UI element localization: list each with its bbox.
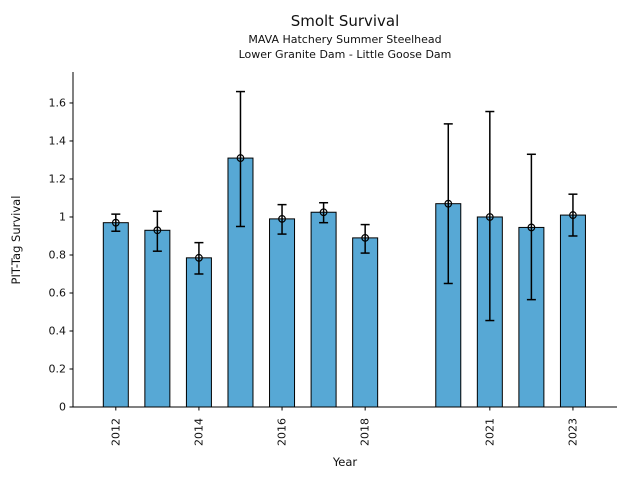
x-tick-label-2018: 2018 (359, 418, 372, 446)
x-tick-label-2021: 2021 (483, 418, 496, 446)
open-circle-marker-2021 (485, 213, 494, 221)
y-tick-label-1.4: 1.4 (49, 134, 67, 147)
y-tick-label-0.4: 0.4 (49, 325, 67, 338)
y-tick-label-1.2: 1.2 (49, 172, 67, 185)
bar-2016 (269, 218, 296, 408)
open-circle-marker-2012 (111, 218, 120, 227)
open-circle-marker-2013 (153, 226, 162, 235)
y-tick-label-1: 1 (59, 211, 66, 224)
y-tick-label-0.2: 0.2 (49, 363, 67, 376)
y-tick-label-0: 0 (59, 401, 66, 414)
x-tick-label-2014: 2014 (192, 418, 205, 446)
bar-2013 (144, 229, 171, 408)
y-tick-label-0.8: 0.8 (49, 249, 67, 262)
open-circle-marker-2020 (444, 199, 453, 208)
chart-subtitle-line1: MAVA Hatchery Summer Steelhead (248, 33, 442, 46)
chart-subtitle-line2: Lower Granite Dam - Little Goose Dam (238, 48, 452, 61)
x-tick-label-2012: 2012 (109, 418, 122, 446)
open-circle-marker-2016 (278, 214, 286, 223)
x-tick-label-2016: 2016 (276, 418, 289, 446)
open-circle-marker-2023 (569, 211, 577, 219)
open-circle-marker-2022 (527, 223, 536, 232)
y-tick-label-1.6: 1.6 (49, 96, 67, 109)
open-circle-marker-2017 (319, 208, 328, 217)
bar-2014 (185, 257, 212, 408)
x-tick-label-2023: 2023 (566, 418, 579, 446)
bar-2023 (559, 214, 586, 408)
open-circle-marker-2018 (361, 233, 370, 242)
y-tick-label-0.6: 0.6 (49, 287, 67, 300)
open-circle-marker-2015 (236, 154, 245, 162)
bar-2012 (102, 222, 129, 408)
x-axis-label: Year (332, 455, 358, 469)
bar-2017 (310, 211, 337, 408)
bar-2018 (352, 237, 379, 408)
chart-title: Smolt Survival (290, 12, 400, 30)
open-circle-marker-2014 (195, 253, 203, 262)
